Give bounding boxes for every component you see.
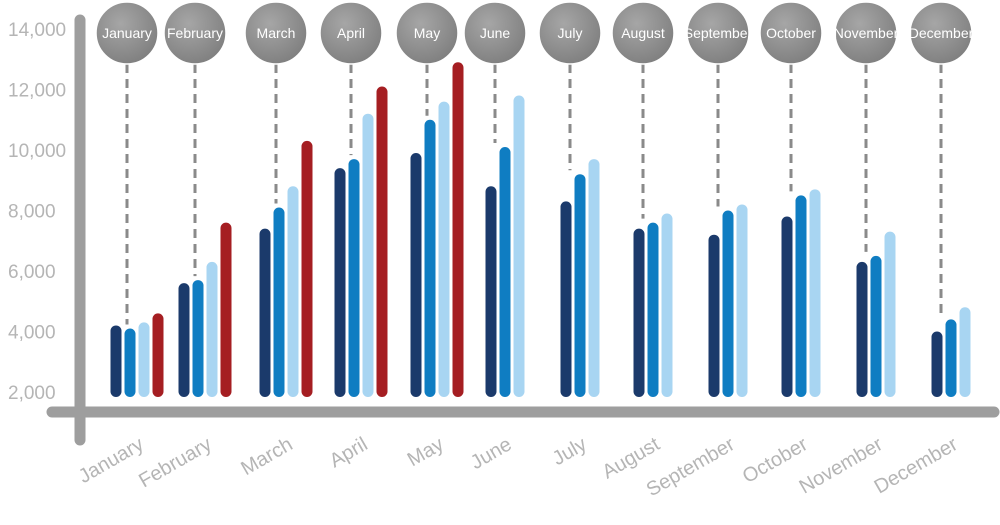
bar-april bbox=[348, 159, 360, 397]
y-tick-label: 12,000 bbox=[8, 81, 66, 102]
bar-january bbox=[152, 313, 164, 397]
y-tick-label: 6,000 bbox=[8, 262, 56, 283]
y-tick-label: 4,000 bbox=[8, 323, 56, 344]
bubble-august bbox=[611, 1, 675, 65]
bar-august bbox=[633, 228, 645, 397]
bar-september bbox=[722, 210, 734, 397]
bar-december bbox=[931, 331, 943, 397]
bar-december bbox=[945, 319, 957, 397]
leader-lines bbox=[125, 64, 943, 325]
bar-march bbox=[259, 228, 271, 397]
bubble-label: July bbox=[558, 25, 583, 41]
x-axis-label: November bbox=[796, 433, 887, 498]
bar-february bbox=[178, 283, 190, 397]
bar-june bbox=[499, 146, 511, 397]
y-axis-tick-labels: 2,000 4,000 6,000 8,000 10,000 12,000 14,000 bbox=[8, 20, 66, 404]
bubble-july bbox=[538, 1, 602, 65]
bubble-label: October bbox=[766, 25, 816, 41]
bar-february bbox=[192, 280, 204, 397]
y-tick-label: 14,000 bbox=[8, 20, 66, 41]
bar-january bbox=[138, 322, 150, 397]
bubble-november bbox=[834, 1, 898, 65]
bar-october bbox=[809, 189, 821, 397]
bar-may bbox=[438, 101, 450, 397]
bar-august bbox=[647, 222, 659, 397]
bar-october bbox=[795, 195, 807, 397]
bubble-january bbox=[95, 1, 159, 65]
x-axis-label: December bbox=[871, 433, 962, 498]
bubble-april bbox=[319, 1, 383, 65]
bar-july bbox=[574, 174, 586, 397]
bubble-label: May bbox=[414, 25, 440, 41]
bar-september bbox=[736, 204, 748, 397]
bar-january bbox=[124, 328, 136, 397]
bubble-may bbox=[395, 1, 459, 65]
bubble-september bbox=[686, 1, 750, 65]
bar-june bbox=[513, 95, 525, 398]
bar-november bbox=[884, 231, 896, 397]
bar-september bbox=[708, 234, 720, 397]
bar-july bbox=[560, 201, 572, 397]
x-axis-label: June bbox=[467, 433, 516, 474]
axes bbox=[46, 14, 1000, 446]
bar-january bbox=[110, 325, 122, 397]
bubble-label: December bbox=[909, 25, 974, 41]
bubble-march bbox=[244, 1, 308, 65]
x-axis-label: May bbox=[404, 433, 448, 471]
x-axis-label: March bbox=[237, 433, 296, 480]
bar-april bbox=[334, 168, 346, 397]
y-tick-label: 8,000 bbox=[8, 202, 56, 223]
bubble-label: September bbox=[684, 25, 753, 41]
bar-july bbox=[588, 159, 600, 397]
bar-august bbox=[661, 213, 673, 397]
bar-april bbox=[376, 86, 388, 397]
bar-november bbox=[856, 261, 868, 397]
x-axis-label: April bbox=[326, 433, 372, 472]
bubble-february bbox=[163, 1, 227, 65]
bubble-june bbox=[463, 1, 527, 65]
bubble-label: November bbox=[834, 25, 899, 41]
y-tick-label: 10,000 bbox=[8, 141, 66, 162]
bar-may bbox=[410, 153, 422, 397]
bar-march bbox=[273, 207, 285, 397]
x-axis-label: July bbox=[549, 433, 591, 470]
bar-november bbox=[870, 255, 882, 397]
bar-december bbox=[959, 307, 971, 397]
x-axis-label: January bbox=[75, 433, 148, 488]
bubble-label: June bbox=[480, 25, 511, 41]
bar-june bbox=[485, 186, 497, 397]
bar-april bbox=[362, 113, 374, 397]
x-axis-label: February bbox=[135, 433, 215, 492]
bar-october bbox=[781, 216, 793, 397]
bubble-label: January bbox=[102, 25, 152, 41]
bubble-label: April bbox=[337, 25, 365, 41]
y-tick-label: 2,000 bbox=[8, 383, 56, 404]
bar-february bbox=[220, 222, 232, 397]
bubble-label: March bbox=[257, 25, 296, 41]
bar-february bbox=[206, 261, 218, 397]
bar-march bbox=[301, 140, 313, 398]
bar-may bbox=[452, 62, 464, 398]
bubble-december bbox=[909, 1, 973, 65]
month-bubbles: January February March April May June July Augu… bbox=[95, 1, 974, 65]
bar-may bbox=[424, 119, 436, 397]
bar-march bbox=[287, 186, 299, 397]
bubble-label: August bbox=[621, 25, 665, 41]
bars bbox=[110, 62, 971, 398]
bubble-october bbox=[759, 1, 823, 65]
bubble-label: February bbox=[167, 25, 223, 41]
